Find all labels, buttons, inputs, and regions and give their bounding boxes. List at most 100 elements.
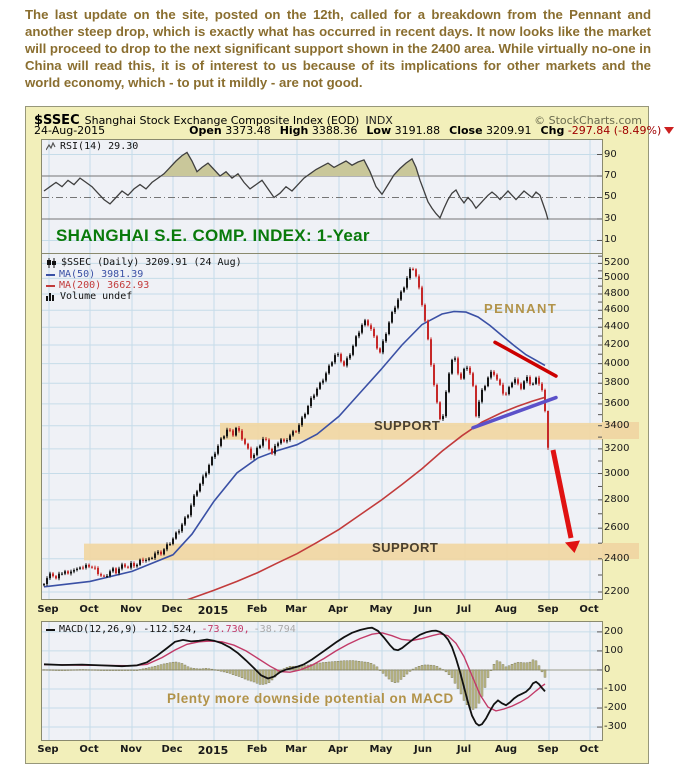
- month-label: May: [369, 744, 393, 755]
- rsi-legend: RSI(14) 29.30: [46, 141, 138, 152]
- price-axis-label: 2200: [604, 585, 630, 597]
- low-label: Low: [366, 124, 392, 137]
- month-label: Sep: [37, 744, 59, 755]
- price-legend-ma50: MA(50) 3981.39: [46, 269, 143, 280]
- high-label: High: [279, 124, 309, 137]
- month-label: 2015: [197, 744, 229, 757]
- ticker-symbol: $SSEC: [34, 113, 80, 128]
- volume-legend-text: Volume undef: [60, 291, 133, 302]
- macd-axis-label: -100: [604, 682, 627, 694]
- month-label: Mar: [285, 604, 307, 615]
- down-triangle-icon: [664, 127, 675, 134]
- month-label: Dec: [161, 604, 183, 615]
- price-axis-label: 3200: [604, 442, 630, 454]
- month-label: Apr: [328, 744, 348, 755]
- ma50-legend-text: MA(50) 3981.39: [59, 269, 144, 280]
- month-label: Sep: [37, 604, 59, 615]
- price-axis-label: 4000: [604, 357, 630, 369]
- month-label: Jul: [456, 604, 472, 615]
- macd-axis-label: 100: [604, 644, 624, 656]
- month-label: Jul: [456, 744, 472, 755]
- quote-date: 24-Aug-2015: [34, 124, 106, 137]
- rsi-legend-text: RSI(14) 29.30: [60, 141, 139, 152]
- price-legend-symbol-text: $SSEC (Daily) 3209.91 (24 Aug): [61, 257, 242, 268]
- month-label: Oct: [579, 604, 599, 615]
- month-axis-macd: Sep Oct Nov Dec 2015 Feb Mar Apr May Jun Jul Aug Sep…: [37, 744, 601, 757]
- price-axis-label: 4400: [604, 321, 630, 333]
- month-label: Oct: [579, 744, 599, 755]
- price-axis-label: 2600: [604, 522, 630, 534]
- rsi-axis-label: 10: [604, 234, 617, 246]
- price-axis-label: 4200: [604, 339, 630, 350]
- support-annotation: SUPPORT: [372, 540, 439, 555]
- macd-signal-value: -73.730,: [201, 624, 250, 635]
- chart-title-overlay: SHANGHAI S.E. COMP. INDEX: 1-Year: [56, 226, 370, 245]
- price-axis-label: 3400: [604, 419, 630, 431]
- price-axis-label: 2800: [604, 493, 630, 505]
- rsi-axis-label: 30: [604, 212, 617, 224]
- chart-header: $SSEC Shanghai Stock Exchange Composite I…: [34, 109, 642, 128]
- macd-axis-label: -300: [604, 721, 627, 733]
- price-plot: [42, 254, 602, 599]
- close-value: 3209.91: [486, 124, 532, 137]
- price-axis-label: 2400: [604, 552, 630, 564]
- index-name: Shanghai Stock Exchange Composite Index …: [84, 114, 360, 127]
- stock-chart: $SSEC Shanghai Stock Exchange Composite I…: [25, 106, 675, 764]
- price-legend-volume: Volume undef: [46, 291, 132, 302]
- price-legend-ma200: MA(200) 3662.93: [46, 280, 149, 291]
- candlestick-icon: [47, 257, 56, 268]
- intro-paragraph: The last update on the site, posted on t…: [25, 7, 651, 90]
- exchange-code: INDX: [365, 114, 393, 127]
- month-label: Oct: [79, 604, 99, 615]
- macd-axis-label: 0: [604, 663, 611, 675]
- rsi-axis-label: 90: [604, 148, 617, 160]
- support-band-axis-extension: [602, 421, 639, 439]
- macd-legend: MACD(12,26,9) -112.524, -73.730, -38.794: [46, 624, 296, 635]
- month-label: Apr: [328, 604, 348, 615]
- stockcharts-credit: © StockCharts.com: [534, 114, 642, 127]
- line-chart-icon: [46, 142, 56, 151]
- macd-legend-text: MACD(12,26,9) -112.524,: [59, 624, 198, 635]
- month-label: 2015: [197, 604, 229, 617]
- pennant-annotation: PENNANT: [484, 301, 558, 316]
- month-axis-main: Sep Oct Nov Dec 2015 Feb Mar Apr May Jun Jul Aug Sep…: [37, 604, 601, 617]
- month-label: Aug: [494, 744, 518, 755]
- chg-label: Chg: [540, 124, 565, 137]
- price-axis-label: 3600: [604, 397, 630, 409]
- month-label: May: [369, 604, 393, 615]
- price-axis-label: 5000: [604, 272, 630, 284]
- ma200-legend-text: MA(200) 3662.93: [59, 280, 150, 291]
- price-axis-label: 5200: [604, 257, 630, 269]
- ohlc-values: Open 3373.48 High 3388.36 Low 3191.88 Cl…: [189, 124, 675, 137]
- macd-line-icon: [46, 628, 55, 631]
- rsi-axis-label: 70: [604, 169, 617, 181]
- price-axis-label: 3800: [604, 377, 630, 389]
- month-label: Jun: [414, 744, 432, 755]
- rsi-plot: [42, 140, 602, 254]
- month-label: Mar: [285, 744, 307, 755]
- month-label: Nov: [120, 604, 142, 615]
- month-label: Jun: [414, 604, 432, 615]
- macd-axis-label: 200: [604, 625, 624, 637]
- support-annotation: SUPPORT: [374, 418, 441, 433]
- open-label: Open: [189, 124, 222, 137]
- chg-value: -297.84 (-8.49%): [567, 124, 662, 137]
- symbol-title: $SSEC Shanghai Stock Exchange Composite I…: [34, 109, 393, 128]
- month-label: Feb: [246, 744, 268, 755]
- month-label: Oct: [79, 744, 99, 755]
- price-axis-label: 4800: [604, 288, 630, 299]
- month-label: Feb: [246, 604, 268, 615]
- macd-panel: [41, 621, 603, 741]
- month-label: Dec: [161, 744, 183, 755]
- macd-annotation: Plenty more downside potential on MACD: [167, 691, 454, 706]
- ma200-line-icon: [46, 284, 55, 287]
- month-label: Sep: [537, 744, 559, 755]
- support-band-axis-extension: [602, 542, 639, 560]
- macd-axis-label: -200: [604, 702, 627, 714]
- price-axis-label: 3000: [604, 467, 630, 479]
- quote-row: 24-Aug-2015 Open 3373.48 High 3388.36 Lo…: [34, 124, 675, 137]
- price-legend-symbol: $SSEC (Daily) 3209.91 (24 Aug): [46, 257, 242, 268]
- open-value: 3373.48: [225, 124, 271, 137]
- ma50-line-icon: [46, 273, 55, 276]
